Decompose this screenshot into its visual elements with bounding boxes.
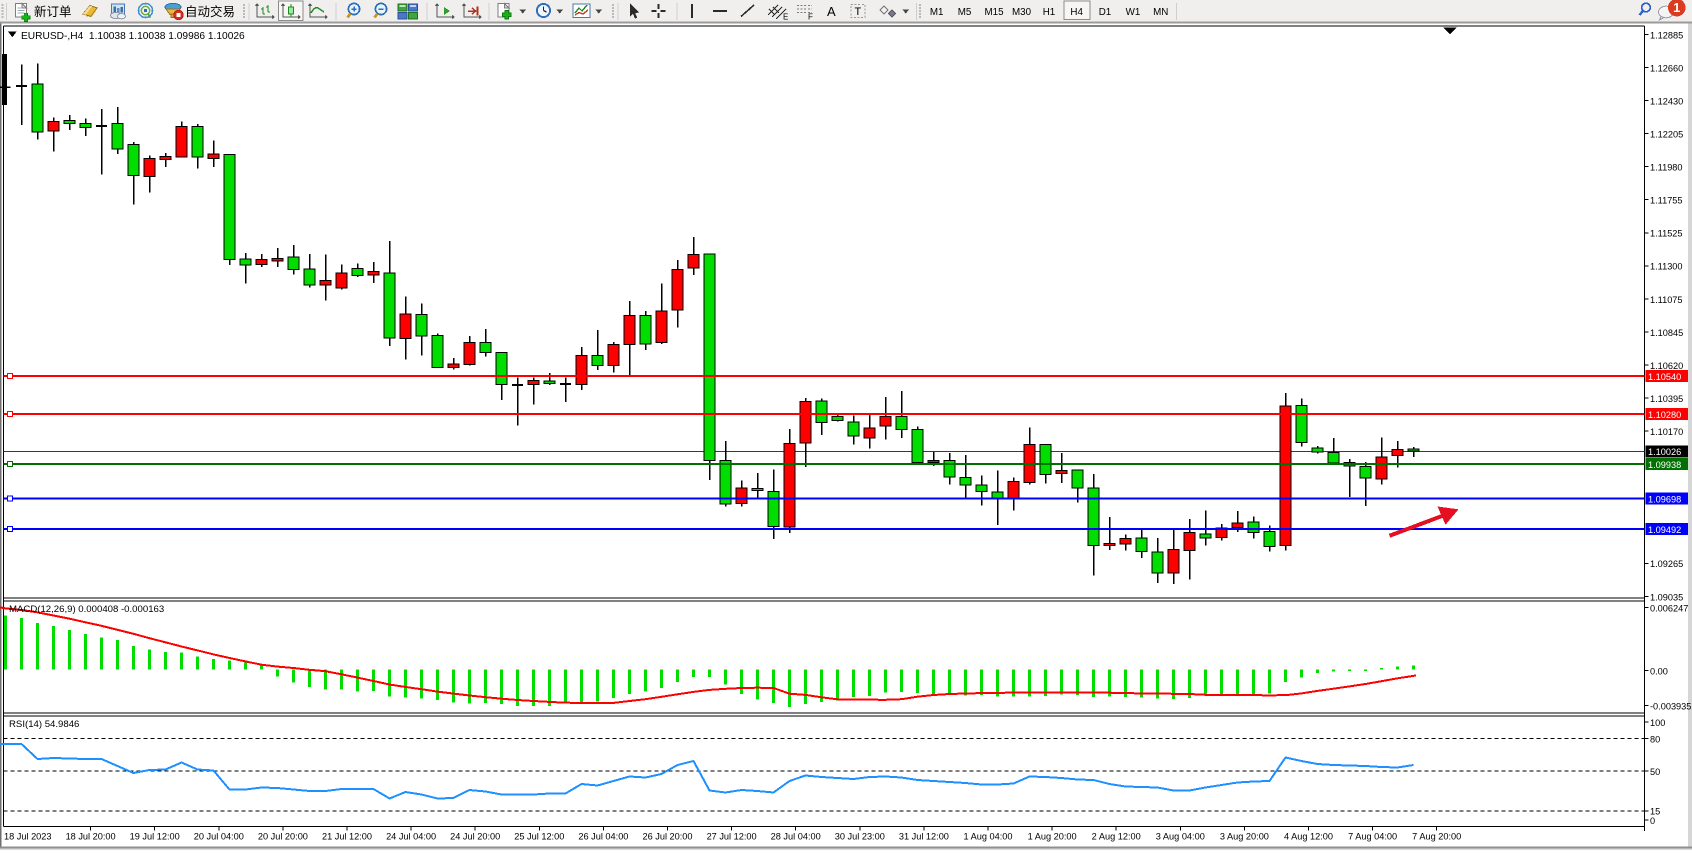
svg-text:20 Jul 04:00: 20 Jul 04:00: [194, 832, 244, 842]
svg-text:W1: W1: [1126, 7, 1141, 18]
svg-text:1.12660: 1.12660: [1650, 63, 1683, 73]
svg-text:-0.003935: -0.003935: [1650, 701, 1691, 711]
svg-text:F: F: [808, 13, 813, 22]
svg-text:E: E: [783, 13, 788, 22]
svg-text:21 Jul 12:00: 21 Jul 12:00: [322, 832, 372, 842]
svg-text:1.10170: 1.10170: [1650, 427, 1683, 437]
svg-text:31 Jul 12:00: 31 Jul 12:00: [899, 832, 949, 842]
svg-text:1.11755: 1.11755: [1650, 196, 1683, 206]
svg-text:MN: MN: [1153, 7, 1168, 18]
svg-text:2 Aug 12:00: 2 Aug 12:00: [1092, 832, 1141, 842]
svg-text:1.12205: 1.12205: [1650, 130, 1683, 140]
svg-text:0.006247: 0.006247: [1650, 603, 1688, 613]
svg-text:自动交易: 自动交易: [185, 4, 235, 19]
svg-text:1.12885: 1.12885: [1650, 30, 1683, 40]
svg-text:MACD(12,26,9) 0.000408 -0.0001: MACD(12,26,9) 0.000408 -0.000163: [9, 604, 164, 615]
svg-text:RSI(14) 54.9846: RSI(14) 54.9846: [9, 719, 79, 730]
svg-text:18 Jul 20:00: 18 Jul 20:00: [66, 832, 116, 842]
svg-text:25 Jul 12:00: 25 Jul 12:00: [514, 832, 564, 842]
svg-text:H4: H4: [1070, 7, 1083, 18]
svg-text:1.10540: 1.10540: [1648, 372, 1681, 382]
svg-text:27 Jul 12:00: 27 Jul 12:00: [707, 832, 757, 842]
svg-text:100: 100: [1650, 718, 1665, 728]
svg-text:1.10620: 1.10620: [1650, 361, 1683, 371]
svg-text:1.09938: 1.09938: [1648, 460, 1681, 470]
svg-text:20 Jul 20:00: 20 Jul 20:00: [258, 832, 308, 842]
svg-text:24 Jul 04:00: 24 Jul 04:00: [386, 832, 436, 842]
svg-text:1.11980: 1.11980: [1650, 163, 1683, 173]
svg-text:1.09265: 1.09265: [1650, 559, 1683, 569]
svg-text:50: 50: [1650, 767, 1660, 777]
svg-text:1.10395: 1.10395: [1650, 394, 1683, 404]
svg-text:15: 15: [1650, 807, 1660, 817]
svg-text:1 Aug 20:00: 1 Aug 20:00: [1028, 832, 1077, 842]
svg-text:26 Jul 20:00: 26 Jul 20:00: [642, 832, 692, 842]
svg-text:A: A: [827, 4, 836, 19]
svg-text:3 Aug 20:00: 3 Aug 20:00: [1220, 832, 1269, 842]
svg-text:1: 1: [1673, 0, 1680, 15]
svg-text:1.12430: 1.12430: [1650, 97, 1683, 107]
svg-text:18 Jul 2023: 18 Jul 2023: [4, 832, 52, 842]
svg-text:新订单: 新订单: [34, 4, 72, 19]
svg-text:1.11075: 1.11075: [1650, 295, 1683, 305]
svg-text:EURUSD-,H4 1.10038 1.10038 1.: EURUSD-,H4 1.10038 1.10038 1.09986 1.100…: [21, 31, 245, 42]
svg-text:1.11300: 1.11300: [1650, 262, 1683, 272]
svg-text:1.11525: 1.11525: [1650, 229, 1683, 239]
svg-text:80: 80: [1650, 734, 1660, 744]
svg-text:T: T: [855, 6, 862, 18]
svg-text:1.09492: 1.09492: [1648, 525, 1681, 535]
svg-text:M1: M1: [930, 7, 944, 18]
svg-text:1.09698: 1.09698: [1648, 494, 1681, 504]
svg-text:H1: H1: [1043, 7, 1056, 18]
svg-text:M5: M5: [958, 7, 972, 18]
svg-text:7 Aug 04:00: 7 Aug 04:00: [1348, 832, 1397, 842]
svg-text:0: 0: [1650, 816, 1655, 826]
svg-text:0.00: 0.00: [1650, 666, 1668, 676]
svg-text:7 Aug 20:00: 7 Aug 20:00: [1412, 832, 1461, 842]
svg-text:4 Aug 12:00: 4 Aug 12:00: [1284, 832, 1333, 842]
svg-text:30 Jul 23:00: 30 Jul 23:00: [835, 832, 885, 842]
svg-text:1.10280: 1.10280: [1648, 410, 1681, 420]
svg-text:1.09035: 1.09035: [1650, 592, 1683, 602]
svg-text:D1: D1: [1099, 7, 1112, 18]
svg-text:M30: M30: [1012, 7, 1032, 18]
svg-text:28 Jul 04:00: 28 Jul 04:00: [771, 832, 821, 842]
svg-text:1.10026: 1.10026: [1648, 447, 1681, 457]
svg-text:24 Jul 20:00: 24 Jul 20:00: [450, 832, 500, 842]
svg-text:1 Aug 04:00: 1 Aug 04:00: [963, 832, 1012, 842]
svg-text:1.10845: 1.10845: [1650, 328, 1683, 338]
svg-text:19 Jul 12:00: 19 Jul 12:00: [130, 832, 180, 842]
svg-text:M15: M15: [984, 7, 1004, 18]
svg-text:26 Jul 04:00: 26 Jul 04:00: [578, 832, 628, 842]
svg-text:3 Aug 04:00: 3 Aug 04:00: [1156, 832, 1205, 842]
